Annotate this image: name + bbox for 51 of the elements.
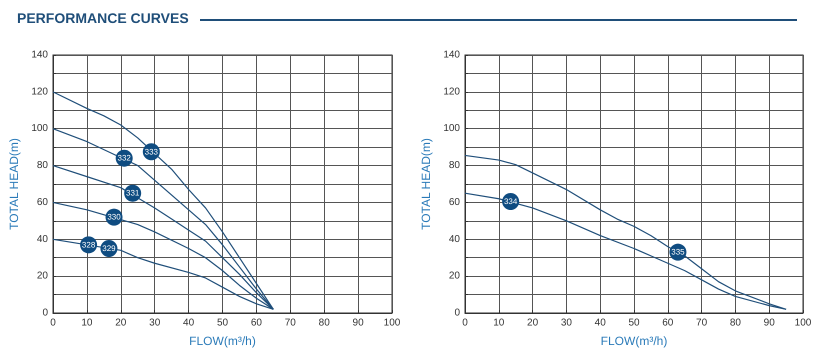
x-tick-label: 40 bbox=[594, 318, 606, 328]
y-tick-label: 140 bbox=[443, 50, 460, 60]
x-tick-label: 60 bbox=[662, 318, 674, 328]
x-axis-title: FLOW(m³/h) bbox=[600, 334, 668, 348]
y-tick-label: 80 bbox=[448, 160, 460, 172]
x-tick-label: 50 bbox=[216, 318, 228, 328]
y-axis-title: TOTAL HEAD(m) bbox=[7, 138, 21, 230]
y-tick-label: 140 bbox=[31, 50, 48, 60]
x-tick-label: 30 bbox=[560, 318, 572, 328]
y-tick-label: 0 bbox=[42, 308, 48, 318]
x-tick-label: 90 bbox=[764, 318, 776, 328]
x-tick-label: 20 bbox=[527, 318, 539, 328]
y-tick-label: 80 bbox=[36, 160, 48, 172]
annotation: 329 bbox=[102, 244, 116, 253]
annotation: 332 bbox=[118, 154, 132, 163]
y-axis-title: TOTAL HEAD(m) bbox=[419, 138, 433, 230]
x-tick-label: 50 bbox=[628, 318, 640, 328]
x-tick-label: 20 bbox=[115, 318, 127, 328]
x-tick-label: 90 bbox=[352, 318, 364, 328]
y-tick-label: 20 bbox=[448, 270, 460, 282]
y-tick-label: 60 bbox=[448, 196, 460, 208]
y-tick-label: 120 bbox=[31, 86, 48, 98]
x-tick-label: 80 bbox=[318, 318, 330, 328]
x-tick-label: 0 bbox=[462, 318, 468, 328]
y-tick-label: 20 bbox=[36, 270, 48, 282]
y-tick-label: 40 bbox=[448, 234, 460, 245]
x-tick-label: 10 bbox=[81, 318, 93, 328]
y-tick-label: 60 bbox=[36, 196, 48, 208]
x-tick-label: 30 bbox=[149, 318, 161, 328]
annotation: 333 bbox=[144, 147, 159, 156]
x-tick-label: 0 bbox=[50, 318, 56, 328]
annotation: 331 bbox=[126, 188, 140, 198]
annotation: 328 bbox=[82, 240, 96, 250]
y-tick-label: 100 bbox=[31, 123, 48, 134]
chart-title: PERFORMANCE CURVES bbox=[17, 10, 189, 26]
y-tick-label: 120 bbox=[443, 86, 460, 98]
x-tick-label: 80 bbox=[730, 318, 742, 328]
x-tick-label: 70 bbox=[284, 318, 296, 328]
annotation: 334 bbox=[504, 197, 518, 206]
x-tick-label: 100 bbox=[794, 318, 812, 328]
y-tick-label: 100 bbox=[443, 123, 460, 134]
x-tick-label: 60 bbox=[250, 318, 262, 328]
annotation: 335 bbox=[671, 248, 686, 257]
annotation: 330 bbox=[107, 212, 122, 222]
x-tick-label: 70 bbox=[696, 318, 708, 328]
x-tick-label: 10 bbox=[493, 318, 505, 328]
y-tick-label: 40 bbox=[36, 234, 48, 245]
y-tick-label: 0 bbox=[454, 308, 460, 318]
x-axis-title: FLOW(m³/h) bbox=[189, 334, 256, 348]
x-tick-label: 40 bbox=[183, 318, 195, 328]
x-tick-label: 100 bbox=[384, 318, 401, 328]
